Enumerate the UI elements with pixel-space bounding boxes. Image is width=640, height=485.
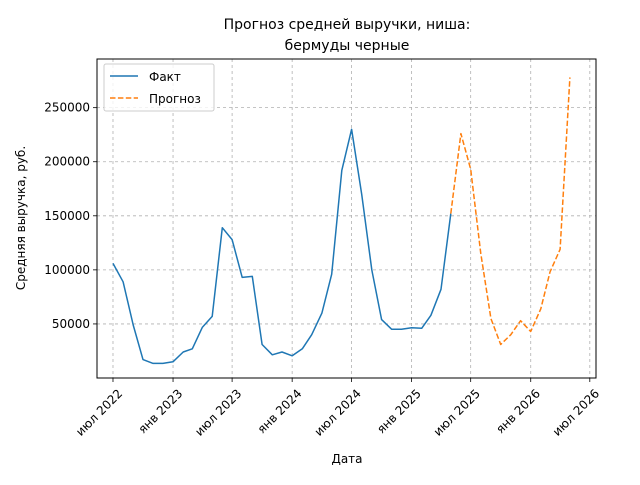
legend-label-fakt: Факт — [149, 70, 181, 84]
legend: Факт Прогноз — [103, 63, 215, 112]
y-tick-label: 150000 — [44, 209, 90, 223]
y-axis-label: Средняя выручка, руб. — [14, 146, 28, 290]
x-axis: июл 2022 янв 2023 июл 2023 янв 2024 июл 2024… — [73, 378, 602, 439]
y-tick-label: 200000 — [44, 155, 90, 169]
y-tick-label: 250000 — [44, 101, 90, 115]
y-axis: 50000 100000 150000 200000 250000 — [44, 101, 97, 331]
x-tick-label: июл 2024 — [312, 386, 364, 438]
grid — [97, 59, 596, 378]
plot-frame — [96, 58, 597, 379]
x-tick-label: июл 2023 — [192, 386, 244, 438]
x-tick-label: янв 2025 — [374, 386, 424, 436]
series-layer — [112, 77, 571, 365]
x-tick-label: июл 2022 — [73, 386, 125, 438]
x-tick-label: июл 2025 — [431, 386, 483, 438]
legend-label-prognoz: Прогноз — [149, 92, 201, 106]
x-tick-label: янв 2026 — [493, 386, 543, 436]
y-tick-label: 50000 — [52, 317, 90, 331]
chart-title-line-2: бермуды черные — [285, 38, 410, 54]
series-line-fakt — [112, 128, 452, 365]
x-tick-label: янв 2023 — [136, 386, 186, 436]
x-tick-label: янв 2024 — [255, 386, 305, 436]
x-tick-label: июл 2026 — [550, 386, 602, 438]
chart-title: Прогноз средней выручки, ниша: бермуды ч… — [224, 17, 471, 54]
y-tick-label: 100000 — [44, 263, 90, 277]
x-axis-label: Дата — [331, 452, 362, 466]
chart-title-line-1: Прогноз средней выручки, ниша: — [224, 17, 471, 33]
series-line-prognoz — [450, 77, 571, 346]
